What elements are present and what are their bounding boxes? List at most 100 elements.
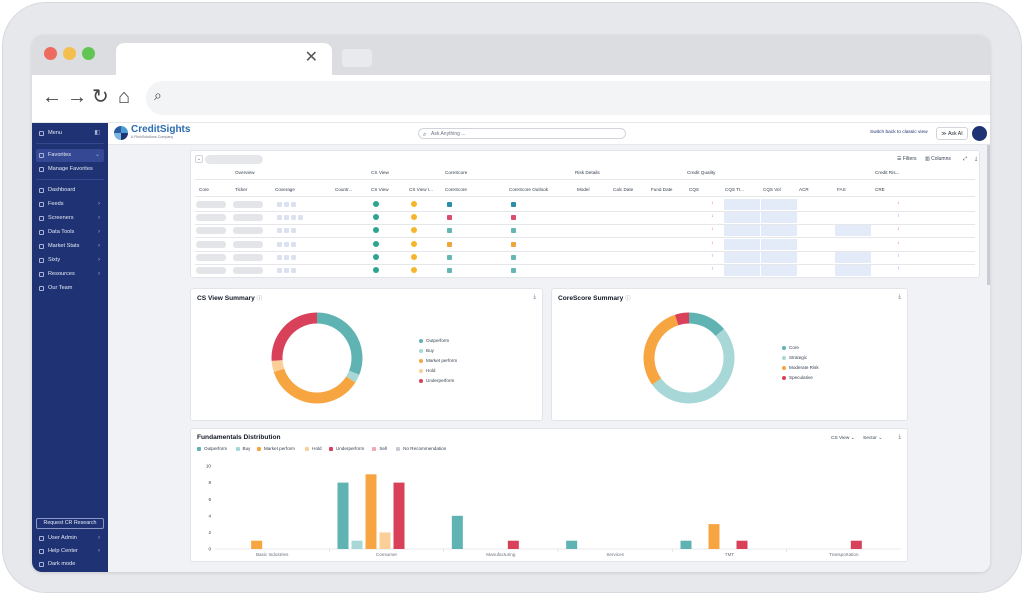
donut-slice-hold[interactable]	[271, 360, 285, 373]
collapse-icon[interactable]: ◧	[94, 130, 100, 136]
donut-slice-outperform[interactable]	[316, 312, 363, 375]
donut-slice-core[interactable]	[688, 312, 725, 337]
legend-item[interactable]: Buy	[419, 348, 434, 353]
bar-market-perform[interactable]	[251, 540, 263, 549]
column-header[interactable]: ACR	[799, 187, 809, 192]
column-header[interactable]: Countr...	[335, 187, 353, 192]
redacted-ticker	[233, 240, 263, 248]
column-header[interactable]: FAS	[837, 187, 846, 192]
avatar[interactable]	[972, 126, 987, 141]
legend-item[interactable]: Market perform	[256, 446, 295, 451]
bar-outperform[interactable]	[566, 540, 578, 549]
column-header[interactable]: Fund Date	[651, 187, 673, 192]
legend-item[interactable]: Moderate Risk	[782, 365, 819, 370]
bar-market-perform[interactable]	[365, 474, 377, 549]
new-tab-button[interactable]	[342, 49, 372, 67]
download-icon[interactable]: ⤓	[533, 294, 536, 300]
info-icon[interactable]: ⓘ	[625, 296, 631, 302]
legend-item[interactable]: Hold	[305, 446, 322, 451]
donut-slice-buy[interactable]	[346, 370, 360, 383]
column-header[interactable]: Ticker	[235, 187, 248, 192]
sidebar-item-manage-favorites[interactable]: Manage Favorites	[36, 163, 104, 176]
donut-slice-strategic[interactable]	[652, 329, 735, 404]
column-header[interactable]: Calc Date	[613, 187, 634, 192]
close-window-button[interactable]	[44, 47, 57, 60]
bar-buy[interactable]	[351, 540, 363, 549]
column-header[interactable]: CS View	[371, 187, 389, 192]
sidebar-item-feeds[interactable]: Feeds ›	[36, 198, 104, 211]
sidebar-item-dashboard[interactable]: Dashboard	[36, 184, 104, 197]
bar-market-perform[interactable]	[708, 524, 720, 549]
bar-underperform[interactable]	[850, 540, 862, 549]
sidebar-item-market-stats[interactable]: Market Stats ›	[36, 240, 104, 253]
sidebar-item-screeners[interactable]: Screeners ›	[36, 212, 104, 225]
donut-slice-underperform[interactable]	[271, 312, 318, 361]
bar-outperform[interactable]	[337, 482, 349, 549]
legend-item[interactable]: Market perform	[419, 358, 457, 363]
download-icon[interactable]: ⤓	[898, 434, 901, 440]
bar-underperform[interactable]	[393, 482, 405, 549]
bar-underperform[interactable]	[507, 540, 519, 549]
legend-item[interactable]: Underperform	[419, 378, 454, 383]
columns-button[interactable]: ▥ Columns	[925, 156, 951, 162]
sidebar-menu[interactable]: Menu ◧	[36, 127, 104, 140]
home-icon[interactable]: ⌂	[118, 86, 131, 108]
sidebar-item-dark-mode[interactable]: Dark mode	[36, 558, 104, 571]
column-header[interactable]: CQS Tr...	[725, 187, 744, 192]
column-header[interactable]: Model	[577, 187, 590, 192]
sidebar-item-sixty[interactable]: Sixty ›	[36, 254, 104, 267]
legend-item[interactable]: Buy	[235, 446, 250, 451]
back-arrow-icon[interactable]: ←	[42, 86, 62, 108]
column-header[interactable]: CS View I...	[409, 187, 433, 192]
filters-button[interactable]: ☰ Filters	[897, 156, 917, 162]
legend-item[interactable]: Underperform	[328, 446, 364, 451]
ask-ai-button[interactable]: ≫ Ask AI	[936, 127, 968, 140]
sector-dropdown[interactable]: Sector ⌄	[863, 436, 883, 441]
sidebar-item-help-center[interactable]: Help Center ›	[36, 545, 104, 558]
download-icon[interactable]: ⤓	[975, 156, 978, 162]
download-icon[interactable]: ⤓	[898, 294, 901, 300]
column-header[interactable]: CRE	[875, 187, 885, 192]
donut-slice-market-perform[interactable]	[273, 368, 356, 404]
donut-slice-moderate-risk[interactable]	[643, 314, 679, 385]
column-header[interactable]: Core	[199, 187, 209, 192]
legend-item[interactable]: Core	[782, 345, 799, 350]
sidebar-item-user-admin[interactable]: User Admin ›	[36, 532, 104, 545]
column-header[interactable]: CoreScore Outlook	[509, 187, 549, 192]
sidebar-item-our-team[interactable]: Our Team	[36, 282, 104, 295]
minimize-window-button[interactable]	[63, 47, 76, 60]
tab-close-icon[interactable]: ✕	[304, 49, 318, 66]
column-header[interactable]: CQS	[689, 187, 699, 192]
column-header[interactable]: Coverage	[275, 187, 295, 192]
column-header[interactable]: CoreScore	[445, 187, 467, 192]
sidebar-item-favorites[interactable]: Favorites ⌄	[36, 149, 104, 162]
legend-item[interactable]: Outperform	[419, 338, 449, 343]
donut-slice-speculative[interactable]	[674, 312, 690, 326]
fullscreen-icon[interactable]: ⤢	[963, 156, 968, 162]
legend-item[interactable]: No Recommendation	[396, 446, 446, 451]
info-icon[interactable]: ⓘ	[256, 296, 263, 302]
browser-tab[interactable]: ✕	[116, 43, 332, 75]
legend-item[interactable]: Sell	[372, 446, 387, 451]
sidebar-item-data-tools[interactable]: Data Tools ›	[36, 226, 104, 239]
sidebar-item-resources[interactable]: Resources ›	[36, 268, 104, 281]
request-research-button[interactable]: Request CR Research	[36, 518, 104, 529]
column-header[interactable]: CQS Vol	[763, 187, 781, 192]
forward-arrow-icon[interactable]: →	[67, 86, 87, 108]
maximize-window-button[interactable]	[82, 47, 95, 60]
expand-chevron-icon[interactable]: ⌄	[195, 155, 203, 163]
reload-icon[interactable]: ↻	[92, 86, 109, 108]
legend-item[interactable]: Strategic	[782, 355, 807, 360]
address-bar[interactable]: ⌕	[146, 81, 990, 115]
ask-anything-input[interactable]: ⌕ Ask Anything ...	[418, 128, 626, 139]
cs-view-dropdown[interactable]: CS View ⌄	[831, 436, 855, 441]
legend-item[interactable]: Hold	[419, 368, 435, 373]
legend-item[interactable]: Outperform	[197, 446, 227, 451]
switch-classic-view-link[interactable]: Switch back to classic view	[870, 130, 928, 135]
bar-outperform[interactable]	[451, 515, 463, 549]
bar-underperform[interactable]	[736, 540, 748, 549]
bar-hold[interactable]	[379, 532, 391, 549]
scrollbar[interactable]	[987, 145, 990, 285]
bar-outperform[interactable]	[680, 540, 692, 549]
legend-item[interactable]: Speculative	[782, 375, 813, 380]
